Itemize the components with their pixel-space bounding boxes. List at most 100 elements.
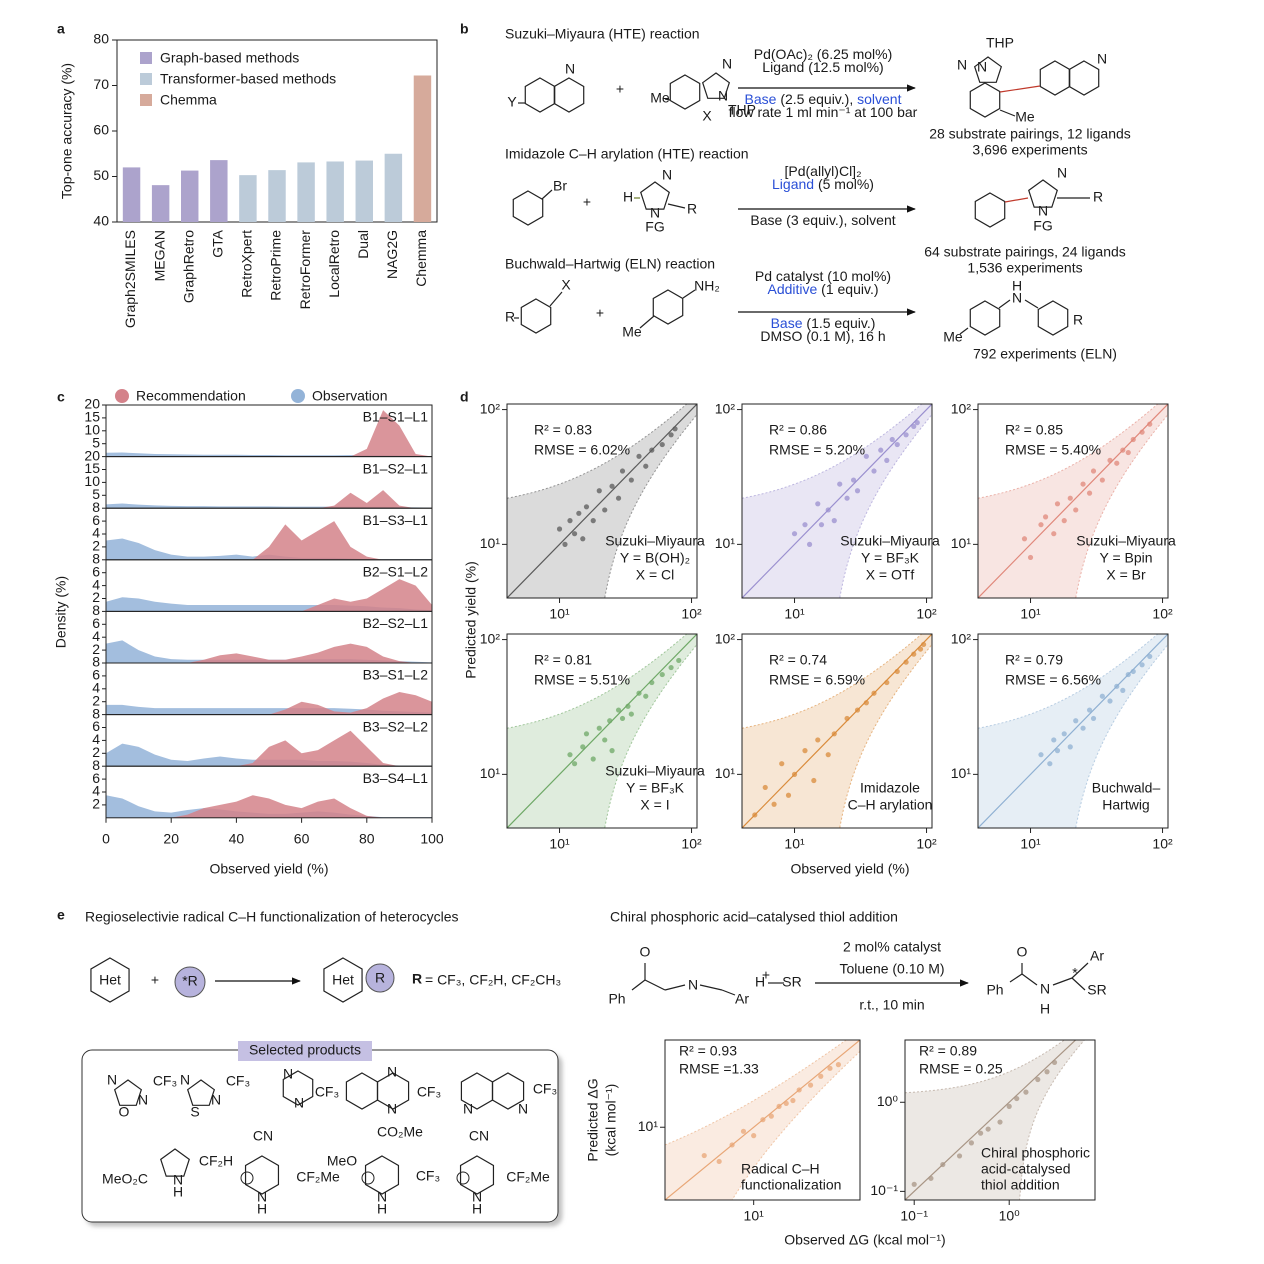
ring xyxy=(1039,60,1071,96)
product-atom: N xyxy=(294,1095,304,1111)
y-tick-label: 4 xyxy=(92,680,100,696)
point xyxy=(831,731,837,737)
bond xyxy=(549,291,563,307)
bond xyxy=(1009,973,1023,983)
y-tick-label: 70 xyxy=(93,76,109,92)
condition: Ligand (5 mol%) xyxy=(772,176,874,192)
point xyxy=(1035,1076,1041,1083)
plot-frame xyxy=(977,403,1169,599)
condition: Additive (1 equiv.) xyxy=(767,281,878,297)
y-tick-label: 40 xyxy=(93,213,109,229)
y-tick-label: 10² xyxy=(480,400,501,416)
scheme-label: = CF₃, CF₂H, CF₂CH₃ xyxy=(425,972,561,988)
product-atom: CN xyxy=(253,1128,273,1144)
bond xyxy=(721,989,736,996)
point xyxy=(1006,1103,1012,1109)
point xyxy=(1114,683,1120,689)
plot-area xyxy=(742,404,932,598)
y-tick-label: 10¹ xyxy=(638,1118,659,1134)
product-atom: H xyxy=(472,1201,482,1217)
point xyxy=(643,693,649,699)
ring xyxy=(512,190,544,226)
y-tick-label: 8 xyxy=(92,654,100,670)
panel-name: B2–S1–L2 xyxy=(363,564,429,580)
annotation: RMSE = 5.40% xyxy=(1005,442,1101,458)
scheme-label: Ph xyxy=(986,982,1003,998)
atom: N xyxy=(1057,165,1067,181)
x-tick-label: 10¹ xyxy=(744,1208,765,1224)
y-tick-label: 15 xyxy=(84,409,100,425)
ring xyxy=(553,77,585,113)
x-axis-label: Observed ΔG (kcal mol⁻¹) xyxy=(784,1232,945,1248)
point xyxy=(676,657,682,664)
point xyxy=(914,420,920,426)
y-tick-label: 80 xyxy=(93,31,109,47)
point xyxy=(1125,449,1131,456)
y-tick-label: 15 xyxy=(84,460,100,476)
product-atom: S xyxy=(190,1104,199,1120)
point xyxy=(762,784,768,791)
ring xyxy=(669,74,701,110)
bar xyxy=(210,160,228,222)
point xyxy=(649,447,655,453)
atom: + xyxy=(583,194,591,210)
plot-frame xyxy=(977,633,1169,829)
point xyxy=(835,1062,842,1068)
x-tick-label: 10⁻¹ xyxy=(900,1208,928,1224)
y-tick-label: 10¹ xyxy=(480,535,501,551)
ring xyxy=(969,300,1001,336)
scheme-label: H xyxy=(1040,1001,1050,1017)
identity-line xyxy=(507,634,697,828)
ring xyxy=(701,72,731,99)
legend-label: Observation xyxy=(312,388,387,404)
legend-marker xyxy=(115,389,129,403)
point xyxy=(844,495,850,501)
condition-part: solvent xyxy=(857,91,901,107)
density-area xyxy=(106,452,432,457)
y-tick-label: 6 xyxy=(92,667,100,683)
x-tick-label: 10² xyxy=(681,836,702,852)
condition: r.t., 10 min xyxy=(859,997,924,1013)
point xyxy=(779,761,785,767)
y-tick-label: 50 xyxy=(93,167,109,183)
point xyxy=(1051,1059,1058,1066)
point xyxy=(1086,490,1093,496)
bar xyxy=(326,161,344,222)
x-tick-label: 0 xyxy=(102,831,110,847)
point xyxy=(796,1087,802,1093)
point xyxy=(580,744,586,750)
point xyxy=(1042,514,1049,520)
annotation: R² = 0.83 xyxy=(534,422,592,438)
y-tick-label: 5 xyxy=(92,486,100,502)
scheme-label: * xyxy=(1072,965,1078,981)
x-axis-label: Observed yield (%) xyxy=(209,861,328,877)
point xyxy=(811,777,817,784)
product-atom: N xyxy=(211,1092,221,1108)
bond xyxy=(1021,973,1038,986)
point xyxy=(802,748,808,754)
condition-part: (5 mol%) xyxy=(814,176,874,192)
x-tick-label: 10¹ xyxy=(549,836,570,852)
y-tick-label: 10¹ xyxy=(715,535,736,551)
panel-annotation: C–H arylation xyxy=(848,797,933,813)
point xyxy=(884,679,890,686)
x-tick-label: 20 xyxy=(163,831,179,847)
ring xyxy=(186,1079,216,1106)
point xyxy=(659,671,665,678)
point xyxy=(783,1100,789,1107)
point xyxy=(968,1140,975,1146)
point xyxy=(1067,744,1073,750)
panel-annotation: Y = Bpin xyxy=(1099,550,1152,566)
point xyxy=(863,700,869,706)
density-area xyxy=(106,490,432,509)
scheme-label: N xyxy=(688,977,698,993)
point xyxy=(602,737,608,743)
legend-swatch xyxy=(140,73,152,85)
plot-frame xyxy=(664,1039,861,1201)
atom: Me xyxy=(943,329,963,345)
point xyxy=(562,541,568,547)
point xyxy=(1038,752,1044,758)
reaction-result: 64 substrate pairings, 24 ligands xyxy=(924,244,1126,260)
point xyxy=(1147,421,1153,427)
